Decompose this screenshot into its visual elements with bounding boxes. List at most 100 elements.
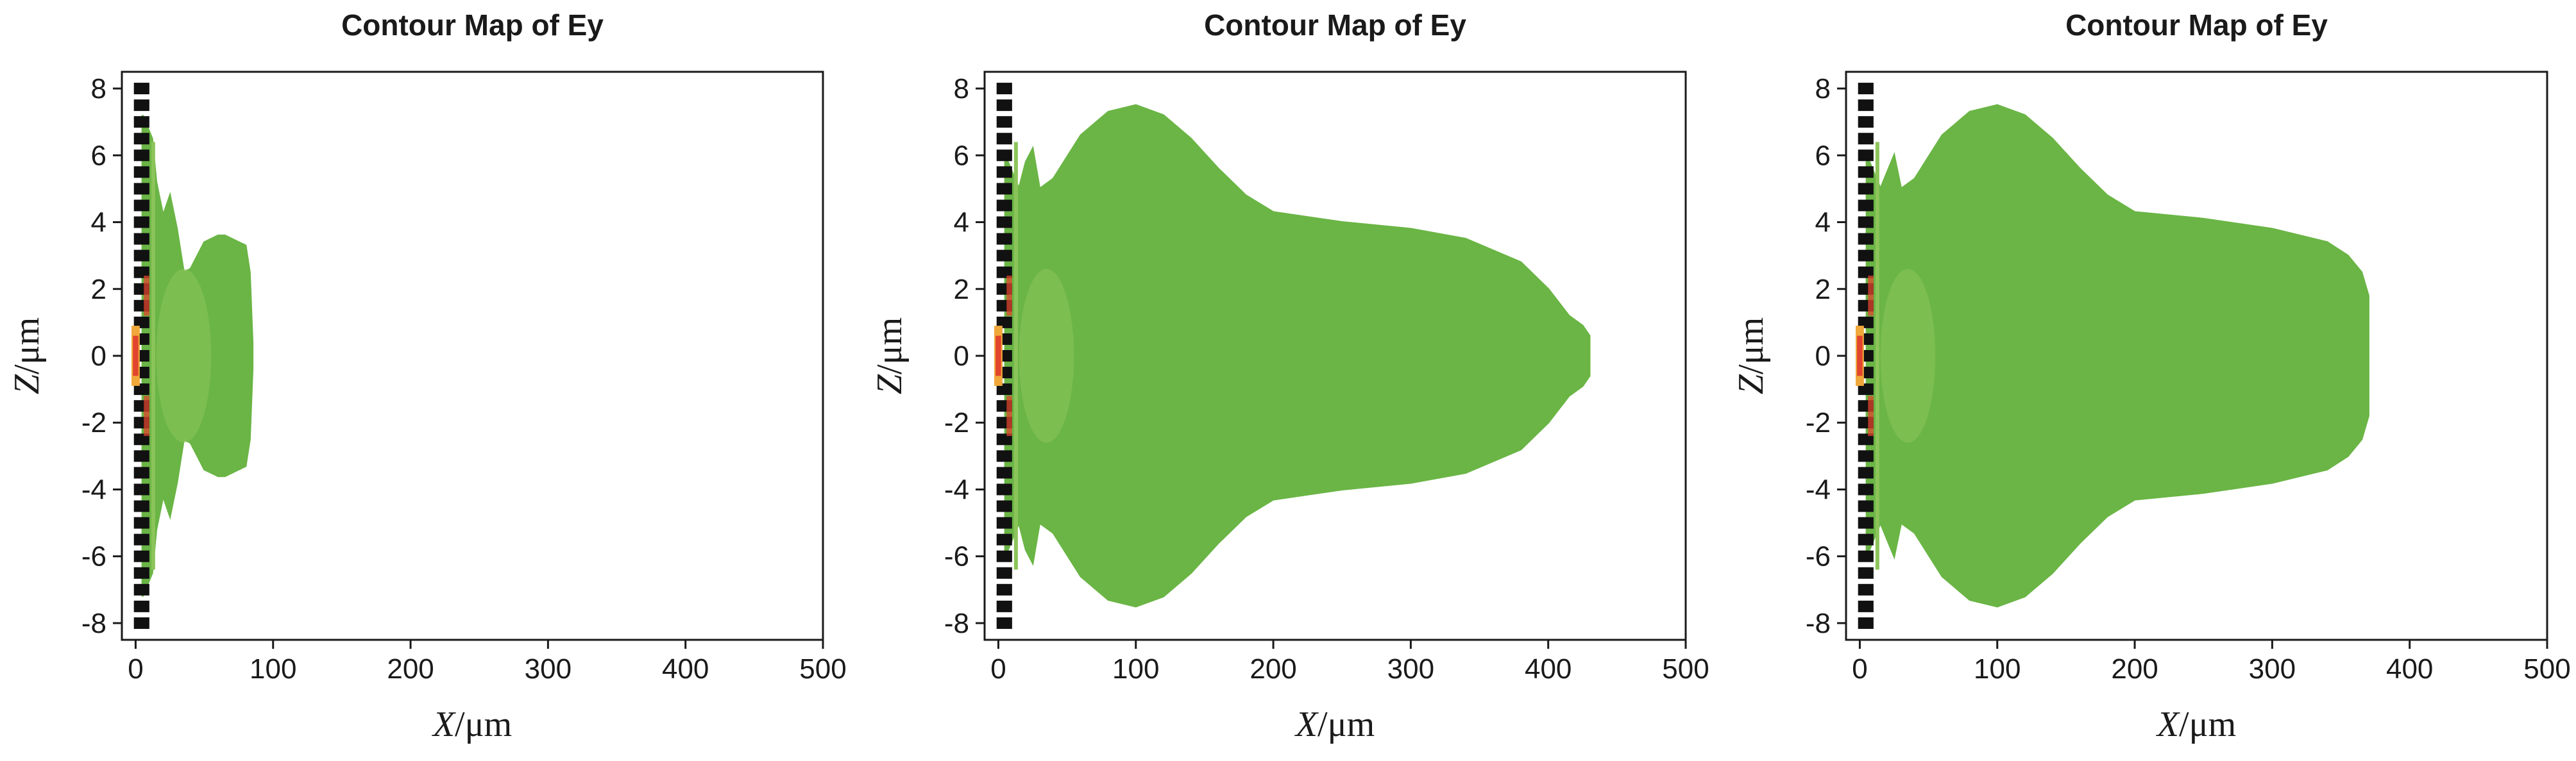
grating-bar [1858, 166, 1874, 178]
chart-title: Contour Map of Ey [2065, 8, 2328, 42]
x-tick-label: 100 [250, 653, 296, 685]
y-tick-label: -8 [1806, 608, 1831, 639]
y-axis-label: Z/μm [1731, 317, 1771, 394]
grating-bar [133, 500, 149, 512]
grating-bar [133, 183, 149, 195]
y-tick-label: -4 [1806, 474, 1831, 505]
chart-panel-3: 0 100 200 300 400 500 8 6 4 2 0 -2 -4 -6 -8 Contour Map… [1731, 8, 2571, 744]
grating-bar [1858, 116, 1874, 128]
grating-bar [133, 116, 149, 128]
x-tick-label: 400 [1525, 653, 1572, 685]
grating-bar [996, 266, 1012, 278]
grating-bar [133, 166, 149, 178]
grating-bar [1858, 266, 1874, 278]
x-tick-label: 400 [662, 653, 709, 685]
grating-bar [1858, 467, 1874, 479]
y-tick-label: 2 [1815, 274, 1831, 305]
hotspot [994, 275, 1012, 437]
grating-bar [133, 149, 149, 162]
hotspot [1856, 275, 1874, 437]
grating-bar [1858, 133, 1874, 145]
y-tick-label: -8 [944, 608, 969, 639]
grating-bar [133, 233, 149, 245]
grating-bar [1858, 500, 1874, 512]
hotspot-side [1006, 396, 1012, 437]
grating-bar [133, 433, 149, 446]
grating-bar [996, 183, 1012, 195]
grating-bar [996, 116, 1012, 128]
y-tick-label: 0 [954, 340, 969, 372]
chart-panel-2: 0 100 200 300 400 500 8 6 4 2 0 -2 -4 -6 -8 Contour Map… [870, 8, 1709, 744]
x-axis-label: X/μm [2156, 705, 2236, 744]
x-tick-label: 400 [2386, 653, 2433, 685]
y-axis-label: Z/μm [7, 317, 47, 394]
grating-bar [133, 533, 149, 546]
grating-bar [1858, 183, 1874, 195]
grating-bar [996, 216, 1012, 228]
y-tick-label: -2 [944, 407, 969, 439]
y-tick-label: 2 [954, 274, 969, 305]
grating-bar [996, 483, 1012, 496]
chart-panel-1: 0 100 200 300 400 500 8 6 4 2 0 -2 -4 -6 -8 Contour Map… [7, 8, 847, 744]
grating-bar [996, 149, 1012, 162]
grating-bar [1858, 149, 1874, 162]
grating-bar [133, 133, 149, 145]
y-tick-label: 8 [91, 73, 106, 105]
x-tick-label: 100 [1974, 653, 2021, 685]
x-tick-label: 100 [1112, 653, 1159, 685]
x-tick-label: 0 [990, 653, 1006, 685]
grating-bar [996, 166, 1012, 178]
y-tick-label: 4 [1815, 207, 1831, 238]
plot-area [1856, 83, 2369, 629]
grating-bar [996, 617, 1012, 629]
x-tick-label: 0 [128, 653, 143, 685]
grating-bar [1858, 433, 1874, 446]
grating-bar [133, 517, 149, 529]
grating-bar [1858, 199, 1874, 212]
near-field-lobe [156, 269, 212, 443]
grating-bar [996, 583, 1012, 596]
y-tick-label: 0 [1815, 340, 1831, 372]
grating-bar [1858, 533, 1874, 546]
grating-bar [133, 567, 149, 579]
hotspot-core [1857, 335, 1863, 376]
grating-bar [1858, 249, 1874, 262]
x-tick-label: 200 [1250, 653, 1296, 685]
chart-title: Contour Map of Ey [341, 8, 604, 42]
y-tick-label: -2 [81, 407, 106, 439]
x-tick-label: 300 [2249, 653, 2296, 685]
y-tick-label: -8 [81, 608, 106, 639]
grating-bar [996, 533, 1012, 546]
grating-bar [996, 433, 1012, 446]
grating-bar [1858, 233, 1874, 245]
x-tick-label: 500 [799, 653, 846, 685]
grating-bar [133, 199, 149, 212]
grating-bar [1858, 483, 1874, 496]
grating-bar [1858, 600, 1874, 612]
x-tick-label: 500 [1662, 653, 1709, 685]
grating-bar [133, 583, 149, 596]
near-field-lobe [1019, 269, 1074, 443]
hotspot-side [1868, 396, 1874, 437]
grating-bar [133, 467, 149, 479]
y-tick-label: 6 [91, 140, 106, 171]
grating-bar [996, 383, 1012, 396]
x-tick-label: 300 [525, 653, 572, 685]
y-tick-label: 8 [1815, 73, 1831, 105]
x-axis-label: X/μm [1294, 705, 1375, 744]
grating-bar [996, 316, 1012, 328]
grating-bar [1858, 316, 1874, 328]
grating-bar [996, 500, 1012, 512]
y-tick-label: 4 [954, 207, 969, 238]
y-tick-label: 6 [954, 140, 969, 171]
hotspot-core [133, 335, 139, 376]
grating-bar [996, 550, 1012, 562]
plot-area [994, 83, 1591, 629]
y-tick-label: -4 [81, 474, 106, 505]
hotspot-side [1006, 275, 1012, 316]
grating-bar [996, 133, 1012, 145]
grating-bar [1858, 617, 1874, 629]
grating-bar [133, 383, 149, 396]
x-tick-label: 200 [387, 653, 434, 685]
